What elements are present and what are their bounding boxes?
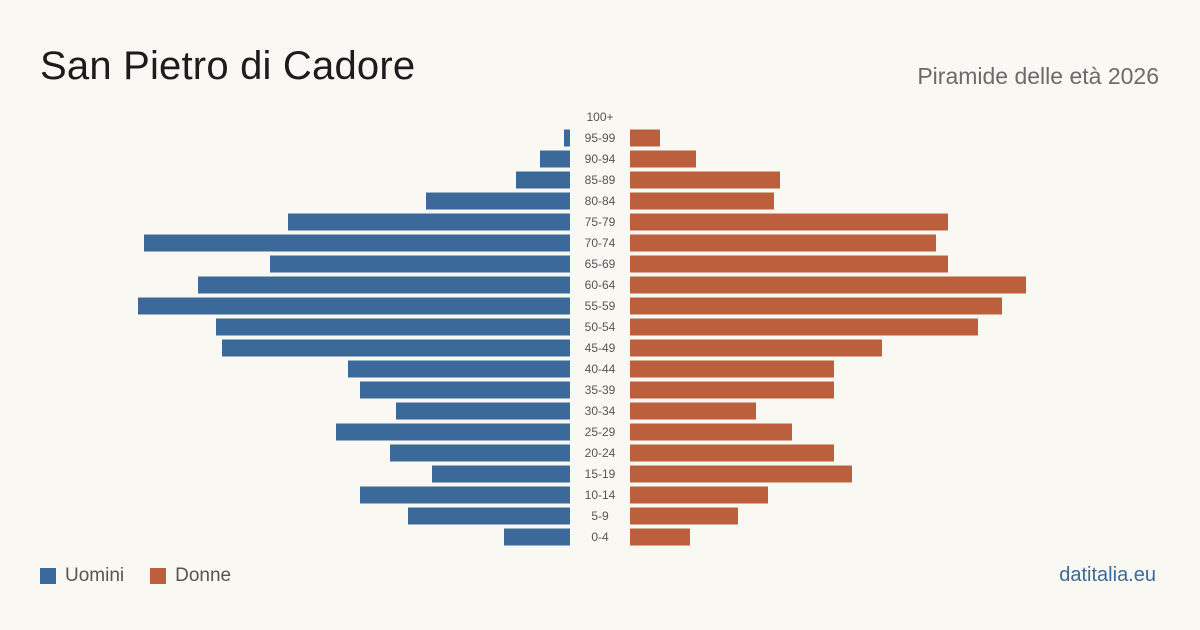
bar-female-10-14 xyxy=(630,486,768,504)
age-label-10-14: 10-14 xyxy=(585,488,616,502)
bar-female-50-54 xyxy=(630,318,978,336)
bar-male-60-64 xyxy=(198,276,570,294)
age-label-95-99: 95-99 xyxy=(585,131,616,145)
bar-male-5-9 xyxy=(408,507,570,525)
bar-male-65-69 xyxy=(270,255,570,273)
bar-female-60-64 xyxy=(630,276,1026,294)
bar-male-0-4 xyxy=(504,528,570,546)
bar-female-90-94 xyxy=(630,150,696,168)
bar-female-30-34 xyxy=(630,402,756,420)
bar-male-50-54 xyxy=(216,318,570,336)
bar-female-20-24 xyxy=(630,444,834,462)
bar-male-45-49 xyxy=(222,339,570,357)
brand-link[interactable]: datitalia.eu xyxy=(1059,564,1156,586)
bar-male-55-59 xyxy=(138,297,570,315)
bar-male-10-14 xyxy=(360,486,570,504)
bar-female-65-69 xyxy=(630,255,948,273)
legend-swatch-female xyxy=(150,568,167,584)
age-label-45-49: 45-49 xyxy=(585,341,616,355)
bar-female-0-4 xyxy=(630,528,690,546)
bar-female-45-49 xyxy=(630,339,882,357)
age-label-55-59: 55-59 xyxy=(585,299,616,313)
bar-male-20-24 xyxy=(390,444,570,462)
age-label-0-4: 0-4 xyxy=(591,530,609,544)
bar-female-5-9 xyxy=(630,507,738,525)
age-label-40-44: 40-44 xyxy=(585,362,616,376)
chart-legend: Uomini Donne xyxy=(40,565,257,587)
age-label-85-89: 85-89 xyxy=(585,173,616,187)
bar-female-15-19 xyxy=(630,465,852,483)
legend-label-male: Uomini xyxy=(65,565,125,586)
chart-subtitle: Piramide delle età 2026 xyxy=(917,63,1159,89)
bar-female-55-59 xyxy=(630,297,1002,315)
bar-female-95-99 xyxy=(630,129,660,147)
bar-male-30-34 xyxy=(396,402,570,420)
age-label-50-54: 50-54 xyxy=(585,320,616,334)
bar-male-40-44 xyxy=(348,360,570,378)
bar-male-80-84 xyxy=(426,192,570,210)
age-label-20-24: 20-24 xyxy=(585,446,616,460)
age-label-75-79: 75-79 xyxy=(585,215,616,229)
age-label-65-69: 65-69 xyxy=(585,257,616,271)
legend-item-male: Uomini xyxy=(40,565,124,587)
bar-female-75-79 xyxy=(630,213,948,231)
age-label-35-39: 35-39 xyxy=(585,383,616,397)
bar-female-35-39 xyxy=(630,381,834,399)
age-label-5-9: 5-9 xyxy=(591,509,609,523)
bar-male-35-39 xyxy=(360,381,570,399)
age-label-100plus: 100+ xyxy=(586,110,613,124)
bar-male-95-99 xyxy=(564,129,570,147)
bar-male-25-29 xyxy=(336,423,570,441)
legend-label-female: Donne xyxy=(175,565,232,586)
legend-swatch-male xyxy=(40,568,56,584)
age-label-15-19: 15-19 xyxy=(585,467,616,481)
age-label-25-29: 25-29 xyxy=(585,425,616,439)
age-label-80-84: 80-84 xyxy=(585,194,616,208)
bar-female-40-44 xyxy=(630,360,834,378)
bar-male-85-89 xyxy=(516,171,570,189)
bar-male-70-74 xyxy=(144,234,570,252)
bar-male-90-94 xyxy=(540,150,570,168)
bar-male-75-79 xyxy=(288,213,570,231)
bar-female-80-84 xyxy=(630,192,774,210)
bar-female-70-74 xyxy=(630,234,936,252)
bar-female-25-29 xyxy=(630,423,792,441)
page-title: San Pietro di Cadore xyxy=(40,44,416,88)
age-label-60-64: 60-64 xyxy=(585,278,616,292)
age-label-30-34: 30-34 xyxy=(585,404,616,418)
bar-male-15-19 xyxy=(432,465,570,483)
age-label-90-94: 90-94 xyxy=(585,152,616,166)
age-label-70-74: 70-74 xyxy=(585,236,616,250)
bar-female-85-89 xyxy=(630,171,780,189)
legend-item-female: Donne xyxy=(150,565,231,587)
